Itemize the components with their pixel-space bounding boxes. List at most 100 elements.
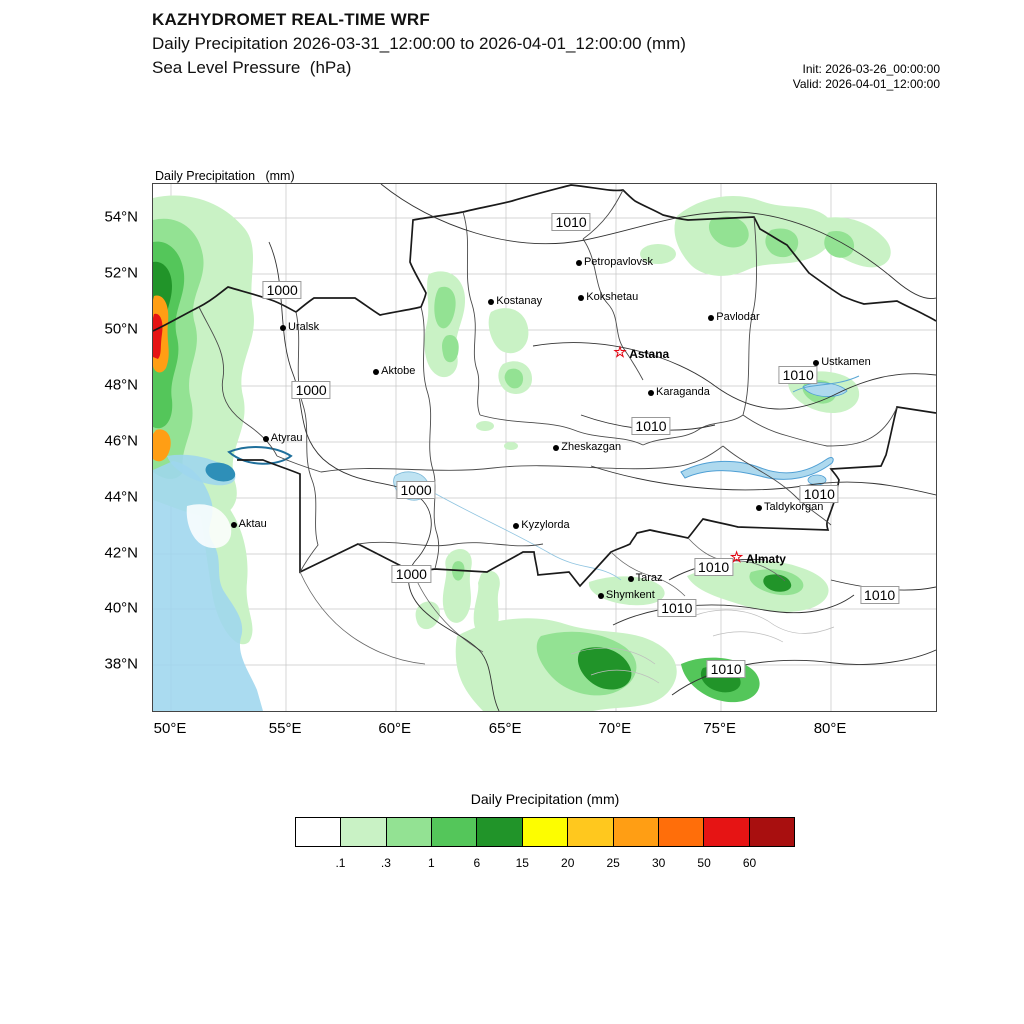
city-label: Pavlodar [716,310,760,323]
lat-tick-label: 38°N [104,655,138,673]
legend-tick-label: .1 [335,856,346,870]
lat-tick-label: 42°N [104,544,138,562]
lat-tick-label: 52°N [104,264,138,282]
legend-tick-label: 50 [697,856,711,870]
city-dot [647,390,654,397]
legend-title: Daily Precipitation (mm) [470,791,620,807]
lat-axis: 54°N 52°N 50°N 48°N 46°N 44°N 42°N 40°N 38°N [88,183,146,710]
city-dot [373,369,380,376]
legend-tick-label: 60 [742,856,757,870]
pressure-label: 1010 [694,558,734,577]
city-label: Shymkent [605,589,655,602]
legend-ticks: .1 .3 1 6 15 20 25 30 50 60 [295,856,795,872]
city-label: Aktobe [381,365,416,378]
lon-tick-label: 60°E [378,720,412,737]
capital-label: Astana [629,346,670,361]
lat-tick-label: 44°N [104,488,138,506]
header: KAZHYDROMET REAL-TIME WRF Daily Precipit… [152,8,686,80]
pressure-label: 1010 [551,212,591,231]
legend-color-cell [613,818,659,846]
lat-tick-label: 54°N [104,208,138,226]
city-label: Kyzylorda [521,519,570,532]
pressure-label: 1010 [860,586,900,605]
city-label: Taraz [635,571,663,584]
lon-axis: 50°E 55°E 60°E 65°E 70°E 75°E 80°E [152,712,935,742]
lon-tick-label: 80°E [813,720,847,737]
map-overlays: 1010 1000 1000 1010 1010 1000 1010 1000 1010 1010… [153,184,936,711]
pressure-label: 1010 [778,365,818,384]
capital-star-icon: ☆ [613,343,627,361]
precip-shading [153,195,891,711]
terrain-lines [570,609,835,684]
city-dot [488,299,495,306]
legend-tick-label: 15 [515,856,529,870]
pressure-label: 1000 [291,381,331,400]
capital-label: Almaty [745,551,786,566]
subtitle-precipitation: Daily Precipitation 2026-03-31_12:00:00 … [152,34,686,53]
capital-star-icon: ☆ [729,548,744,566]
city-label: Kostanay [496,295,543,308]
lon-tick-label: 65°E [488,720,522,737]
city-label: Ustkamen [821,356,871,369]
page-title: KAZHYDROMET REAL-TIME WRF [152,10,430,29]
pressure-label: 1010 [706,659,746,678]
lon-tick-label: 70°E [598,720,632,737]
pressure-label: 1010 [657,599,697,618]
lat-tick-label: 46°N [104,432,138,450]
pressure-label: 1010 [631,416,671,435]
legend: Daily Precipitation (mm) .1 .3 1 6 15 20 25 30 5… [295,791,795,872]
legend-color-cell [432,818,478,846]
legend-color-cell [568,818,614,846]
city-dot [708,314,715,321]
pressure-label: 1000 [396,481,436,500]
legend-color-cell [704,818,750,846]
city-dot [279,324,286,331]
legend-tick-label: .3 [380,856,391,870]
legend-tick-label: 25 [606,856,620,870]
legend-tick-label: 30 [651,856,666,870]
city-label: Karaganda [655,386,710,399]
city-dot [262,436,269,443]
city-label: Aktau [238,517,267,530]
pressure-label: 1000 [262,280,302,299]
city-label: Zheskazgan [561,441,622,454]
city-label: Petropavlovsk [583,256,654,269]
region-borders [198,189,898,573]
lat-tick-label: 40°N [104,599,138,617]
city-dot [578,294,585,301]
city-dot [627,575,634,582]
city-dot [513,523,520,530]
run-info: Init: 2026-03-26_00:00:00 Valid: 2026-04… [793,62,940,92]
city-label: Taldykorgan [764,501,824,514]
lat-tick-label: 48°N [104,376,138,394]
city-label: Uralsk [287,320,320,333]
legend-tick-label: 20 [561,856,575,870]
legend-colorbar [295,817,795,847]
city-dot [553,445,560,452]
pressure-label: 1000 [391,564,431,583]
legend-color-cell [386,818,433,846]
city-label: Kokshetau [586,290,639,303]
legend-color-cell [522,818,569,846]
legend-color-cell [477,818,523,846]
legend-color-cell [296,818,342,846]
lon-tick-label: 55°E [268,720,302,737]
city-dot [230,521,237,528]
city-dot [597,593,604,600]
layer-label-precip: Daily Precipitation (mm) [155,169,295,183]
weather-map: 1010 1000 1000 1010 1010 1000 1010 1000 1010 1010… [152,183,937,712]
lon-tick-label: 50°E [153,720,187,737]
legend-color-cell [749,818,794,846]
legend-tick-label: 1 [428,856,435,870]
legend-color-cell [658,818,705,846]
city-label: Atyrau [270,432,303,445]
city-dot [575,260,582,267]
city-dot [813,360,820,367]
legend-color-cell [341,818,387,846]
pressure-label: 1010 [799,484,839,503]
subtitle-pressure: Sea Level Pressure (hPa) [152,58,352,77]
lon-tick-label: 75°E [703,720,737,737]
map-graphic [153,184,936,711]
init-time: Init: 2026-03-26_00:00:00 [802,62,940,76]
lat-tick-label: 50°N [104,320,138,338]
